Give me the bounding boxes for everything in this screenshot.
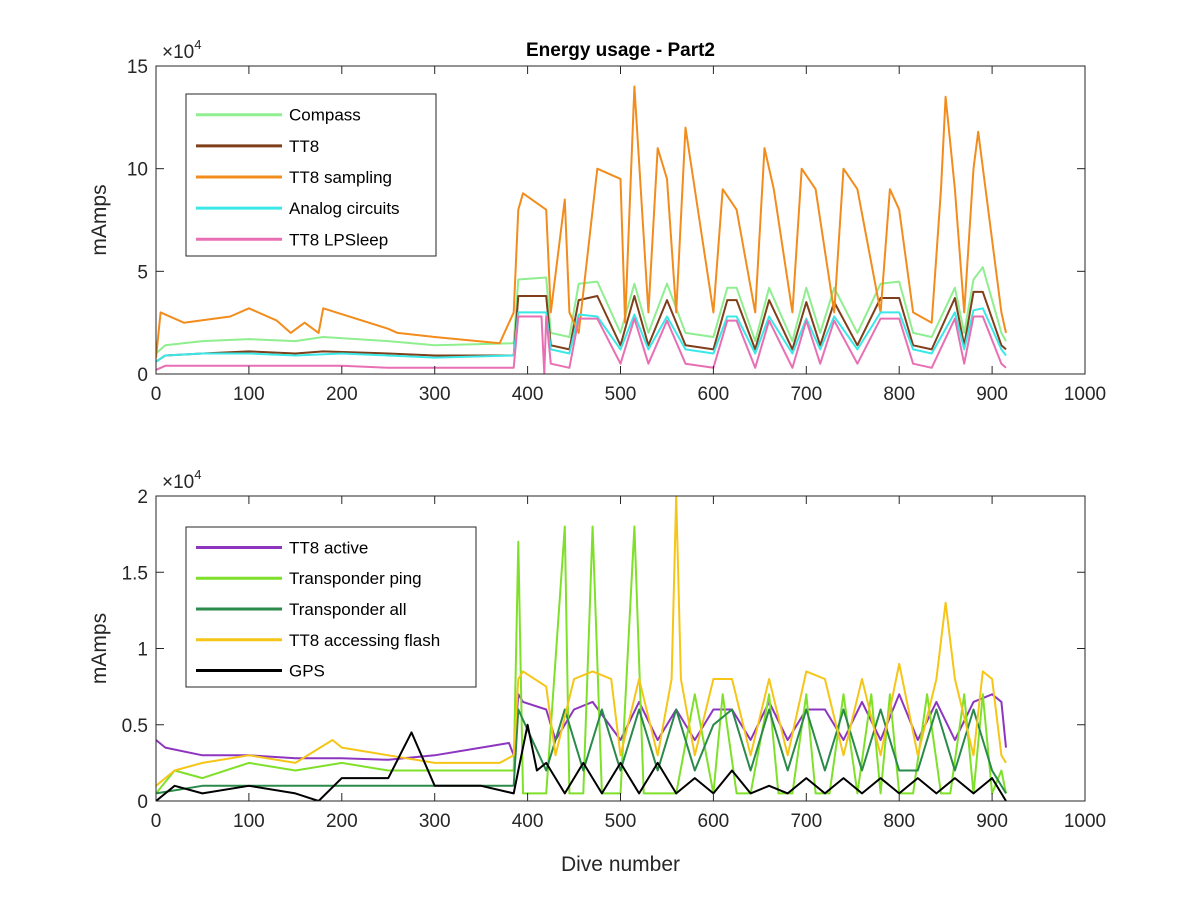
legend-entry-label: TT8 accessing flash xyxy=(289,631,440,650)
y-tick-label: 10 xyxy=(127,160,148,181)
legend-entry-label: TT8 active xyxy=(289,538,368,557)
legend-entry-label: Analog circuits xyxy=(289,199,400,218)
legend-entry-label: GPS xyxy=(289,662,325,681)
legend-entry-label: Transponder ping xyxy=(289,569,422,588)
series-line-compass xyxy=(156,266,1007,355)
x-axis-label: Dive number xyxy=(561,853,680,876)
legend-entry-label: TT8 sampling xyxy=(289,168,392,187)
series-line-tt8-lpsleep xyxy=(156,315,1007,374)
x-tick-label: 800 xyxy=(883,384,915,405)
x-tick-label: 400 xyxy=(512,384,544,405)
x-tick-label: 400 xyxy=(512,811,544,832)
y-axis-label: mAmps xyxy=(88,613,111,684)
y-tick-label: 15 xyxy=(127,57,148,78)
series-line-tt8-accessing-flash xyxy=(156,496,1007,787)
series-line-gps xyxy=(156,723,1007,801)
series-lines xyxy=(156,496,1007,801)
series-line-tt8 xyxy=(156,290,1007,363)
bottom-chart-panel: 0 100 200 300 400 500 600 700 800 900 1000 0 0.5 1 1.5… xyxy=(88,467,1106,876)
series-line-tt8-active xyxy=(156,693,1007,761)
series-line-analog-circuits xyxy=(156,307,1007,363)
y-tick-label: 2 xyxy=(137,487,148,508)
y-tick-label: 1.5 xyxy=(122,563,148,584)
x-tick-label: 500 xyxy=(605,811,637,832)
y-tick-label: 5 xyxy=(137,262,148,283)
x-tick-label: 100 xyxy=(233,384,265,405)
y-tick-label: 0 xyxy=(137,792,148,813)
legend-box xyxy=(185,93,437,257)
x-tick-label: 300 xyxy=(419,384,451,405)
x-tick-label: 700 xyxy=(790,384,822,405)
x-tick-label: 600 xyxy=(698,384,730,405)
x-tick-label: 300 xyxy=(419,811,451,832)
x-tick-label: 1000 xyxy=(1064,811,1106,832)
x-tick-label: 100 xyxy=(233,811,265,832)
x-tick-label: 0 xyxy=(151,811,162,832)
chart-title: Energy usage - Part2 xyxy=(526,40,715,61)
x-tick-label: 0 xyxy=(151,384,162,405)
top-chart-panel: 0 100 200 300 400 500 600 700 800 900 1000 0 5 10 15 ×1… xyxy=(88,37,1106,405)
legend: Compass TT8 TT8 sampling Analog circuits TT8… xyxy=(185,93,437,257)
series-line-transponder-all xyxy=(156,708,1007,795)
x-tick-label: 800 xyxy=(883,811,915,832)
series-line-tt8-sampling xyxy=(156,85,1007,358)
x-tick-label: 700 xyxy=(790,811,822,832)
x-tick-label: 900 xyxy=(976,811,1008,832)
legend-box xyxy=(185,526,477,688)
x-tick-label: 600 xyxy=(698,811,730,832)
series-lines xyxy=(156,85,1007,374)
x-tick-label: 1000 xyxy=(1064,384,1106,405)
y-multiplier: ×104 xyxy=(162,467,201,493)
y-tick-label: 0 xyxy=(137,365,148,386)
x-tick-label: 500 xyxy=(605,384,637,405)
y-axis-label: mAmps xyxy=(88,184,111,255)
legend-entry-label: TT8 xyxy=(289,137,319,156)
x-tick-label: 200 xyxy=(326,811,358,832)
x-tick-label: 900 xyxy=(976,384,1008,405)
legend-entry-label: Compass xyxy=(289,106,361,125)
y-tick-label: 1 xyxy=(137,640,148,661)
legend-entry-label: Transponder all xyxy=(289,600,407,619)
legend: TT8 active Transponder ping Transponder al… xyxy=(185,526,477,688)
y-tick-label: 0.5 xyxy=(122,716,148,737)
legend-entry-label: TT8 LPSleep xyxy=(289,230,388,249)
y-multiplier: ×104 xyxy=(162,37,201,63)
x-tick-label: 200 xyxy=(326,384,358,405)
